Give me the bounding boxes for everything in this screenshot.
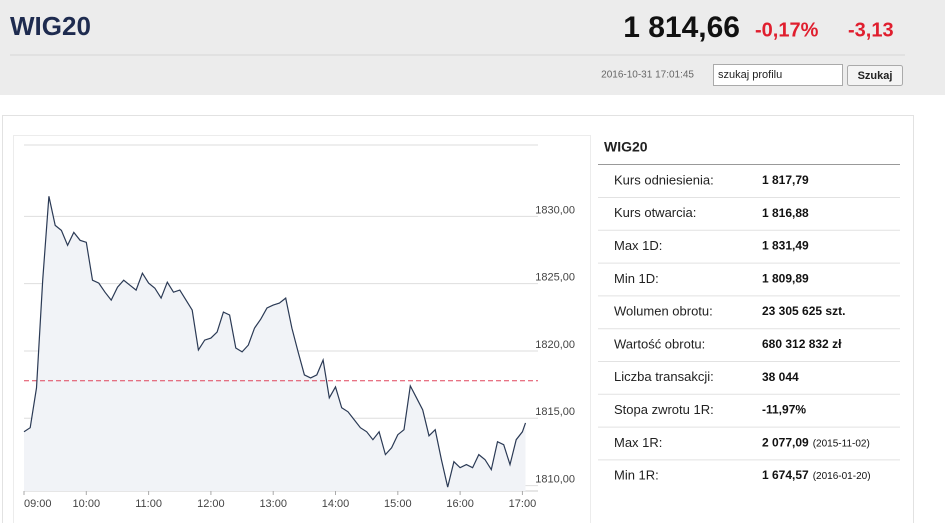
- search-input[interactable]: [713, 64, 843, 86]
- x-tick-label: 16:00: [446, 498, 474, 510]
- row-value: 1 674,57 (2016-01-20): [762, 468, 871, 482]
- value: 1 809,89: [762, 272, 809, 286]
- value: 1 674,57: [762, 468, 809, 482]
- row-value: 1 816,88: [762, 206, 809, 220]
- timestamp: 2016-10-31 17:01:45: [601, 70, 694, 81]
- row-value: 23 305 625 szt.: [762, 304, 845, 318]
- row-label: Min 1D:: [614, 271, 659, 286]
- price-line: [23, 196, 527, 488]
- x-tick-label: 17:00: [509, 498, 537, 510]
- value: 2 077,09: [762, 436, 809, 450]
- row-value: 1 817,79: [762, 173, 809, 187]
- row-value: 1 809,89: [762, 272, 809, 286]
- value: 23 305 625 szt.: [762, 304, 845, 318]
- row-value: 38 044: [762, 370, 799, 384]
- x-tick-label: 15:00: [384, 498, 412, 510]
- row-label: Wartość obrotu:: [614, 336, 705, 351]
- y-tick-label: 1820,00: [535, 339, 575, 351]
- x-tick-label: 11:00: [135, 498, 162, 510]
- search-box[interactable]: szukaj profilu: [713, 64, 843, 86]
- x-tick-label: 14:00: [322, 498, 350, 510]
- area: [24, 196, 526, 492]
- value: 680 312 832 zł: [762, 337, 842, 351]
- x-tick-label: 12:00: [197, 498, 225, 510]
- row-label: Kurs otwarcia:: [614, 205, 696, 220]
- change-pct: -0,17%: [755, 19, 819, 41]
- y-tick-label: 1815,00: [535, 406, 575, 418]
- table-title: WIG20: [604, 139, 648, 155]
- header-title: WIG20: [10, 11, 91, 41]
- row-label: Kurs odniesienia:: [614, 172, 714, 187]
- value: 38 044: [762, 370, 799, 384]
- x-tick-label: 13:00: [259, 498, 287, 510]
- date: (2015-11-02): [813, 438, 870, 449]
- x-tick-label: 10:00: [73, 498, 101, 510]
- y-tick-label: 1810,00: [535, 474, 575, 486]
- row-label: Wolumen obrotu:: [614, 304, 713, 319]
- y-tick-label: 1830,00: [535, 204, 575, 216]
- value: 1 816,88: [762, 206, 809, 220]
- search-button[interactable]: Szukaj: [847, 65, 903, 86]
- row-label: Max 1D:: [614, 238, 662, 253]
- row-value: 2 077,09 (2015-11-02): [762, 436, 870, 450]
- value: 1 817,79: [762, 173, 809, 187]
- row-value: 680 312 832 zł: [762, 337, 842, 351]
- x-tick-label: 09:00: [24, 498, 52, 510]
- value: 1 831,49: [762, 239, 809, 253]
- price: 1 814,66: [623, 11, 740, 44]
- button-label: Szukaj: [858, 70, 893, 82]
- search-placeholder: szukaj profilu: [718, 69, 782, 81]
- row-label: Liczba transakcji:: [614, 369, 714, 384]
- row-label: Stopa zwrotu 1R:: [614, 402, 714, 417]
- row-value: 1 831,49: [762, 239, 809, 253]
- row-label: Max 1R:: [614, 435, 662, 450]
- date: (2016-01-20): [813, 471, 871, 482]
- y-tick-label: 1825,00: [535, 272, 575, 284]
- value: -11,97%: [762, 403, 806, 417]
- button-bg[interactable]: [847, 65, 903, 86]
- row-label: Min 1R:: [614, 468, 659, 483]
- change: -3,13: [848, 19, 894, 41]
- row-value: -11,97%: [762, 403, 806, 417]
